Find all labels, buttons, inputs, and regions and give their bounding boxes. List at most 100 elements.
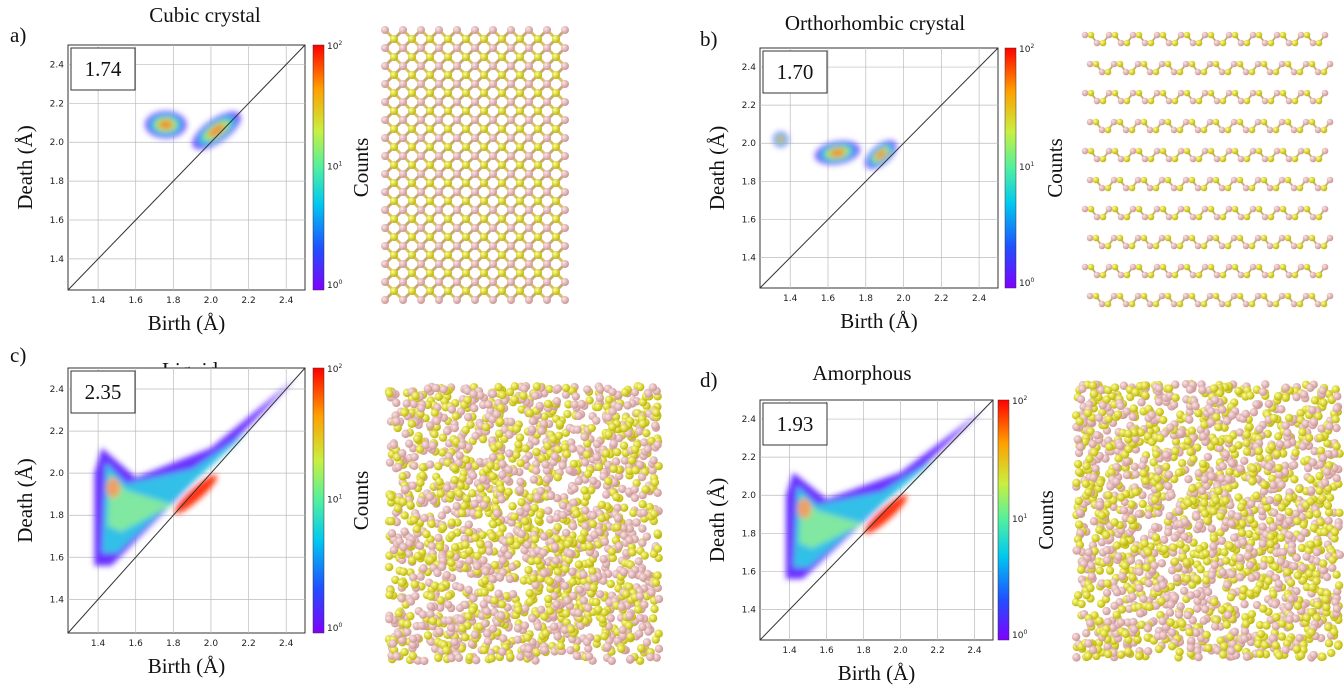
atom <box>1160 264 1167 271</box>
y-axis-label: Death (Å) <box>705 126 729 211</box>
atom <box>533 493 541 501</box>
atom <box>417 278 425 286</box>
atom <box>1279 61 1286 68</box>
atom <box>444 35 452 43</box>
atom <box>1291 69 1298 76</box>
atom <box>1242 439 1250 447</box>
atom <box>598 514 606 522</box>
atom <box>603 643 611 651</box>
atom <box>444 53 452 61</box>
atom <box>1198 386 1206 394</box>
atom <box>544 595 552 603</box>
atom <box>1236 563 1244 571</box>
atom <box>499 556 507 564</box>
atom <box>652 408 660 416</box>
atom <box>1196 40 1203 47</box>
atom <box>1165 293 1172 300</box>
atom <box>1131 463 1139 471</box>
atom <box>390 125 398 133</box>
atom <box>416 479 424 487</box>
y-tick-label: 2.4 <box>742 63 757 73</box>
atom <box>480 35 488 43</box>
atom <box>561 565 569 573</box>
atom <box>444 215 452 223</box>
atom <box>1327 293 1334 300</box>
y-tick-label: 1.4 <box>50 255 65 265</box>
atom <box>507 62 515 70</box>
atom <box>385 389 393 397</box>
atom <box>636 614 644 622</box>
atom <box>516 197 524 205</box>
atom <box>381 188 389 196</box>
atom <box>408 179 416 187</box>
atom <box>1213 61 1220 68</box>
x-axis-label: Birth (Å) <box>148 311 226 335</box>
atom <box>1190 272 1197 279</box>
atom <box>1094 156 1101 163</box>
atom <box>1304 148 1311 155</box>
atom <box>566 549 574 557</box>
atom <box>1292 98 1299 105</box>
atom <box>1243 243 1250 250</box>
atom <box>1130 625 1138 633</box>
atom <box>1154 206 1161 213</box>
atom <box>1105 69 1112 76</box>
colorbar-tick-label: 100 <box>327 279 342 291</box>
panel: c)Liquid1.41.61.82.02.22.41.41.61.82.02.… <box>10 343 663 678</box>
atom <box>607 580 615 588</box>
atom <box>525 80 533 88</box>
atom <box>1099 185 1106 192</box>
atom <box>435 296 443 304</box>
atom <box>1277 534 1285 542</box>
atom <box>437 489 445 497</box>
atom <box>585 542 593 550</box>
atom <box>1261 293 1268 300</box>
atom <box>1326 493 1334 501</box>
tick-base: 10 <box>327 42 339 52</box>
atom <box>447 531 455 539</box>
atom <box>483 629 491 637</box>
atom <box>635 427 643 435</box>
atom <box>1176 540 1184 548</box>
colorbar-tick-label: 101 <box>327 494 342 506</box>
atom <box>1285 61 1292 68</box>
atom <box>544 400 552 408</box>
atom <box>1315 185 1322 192</box>
atom <box>422 441 430 449</box>
atom <box>464 413 472 421</box>
atom <box>399 98 407 106</box>
atom <box>534 71 542 79</box>
atom <box>417 496 425 504</box>
atom <box>506 537 514 545</box>
atom <box>426 493 434 501</box>
atom <box>607 614 615 622</box>
atom <box>543 206 551 214</box>
atom <box>525 242 533 250</box>
atom <box>1214 214 1221 221</box>
atom <box>641 485 649 493</box>
atom <box>1190 156 1197 163</box>
atom <box>444 233 452 241</box>
atom <box>489 224 497 232</box>
atom <box>549 435 557 443</box>
atom <box>1177 127 1184 134</box>
atom <box>561 62 569 70</box>
atom <box>638 623 646 631</box>
atom <box>1255 119 1262 126</box>
atom <box>1189 61 1196 68</box>
atom <box>1094 272 1101 279</box>
atom <box>401 485 409 493</box>
atom <box>1099 243 1106 250</box>
atom <box>543 224 551 232</box>
colorbar-tick-label: 101 <box>1019 161 1034 173</box>
atom <box>1136 206 1143 213</box>
atom <box>1298 32 1305 39</box>
atom <box>1298 90 1305 97</box>
atom <box>465 528 473 536</box>
atom <box>540 532 548 540</box>
atom <box>1249 301 1256 308</box>
atom <box>1124 272 1131 279</box>
atom <box>1327 177 1334 184</box>
atom <box>399 62 407 70</box>
atom <box>610 439 618 447</box>
